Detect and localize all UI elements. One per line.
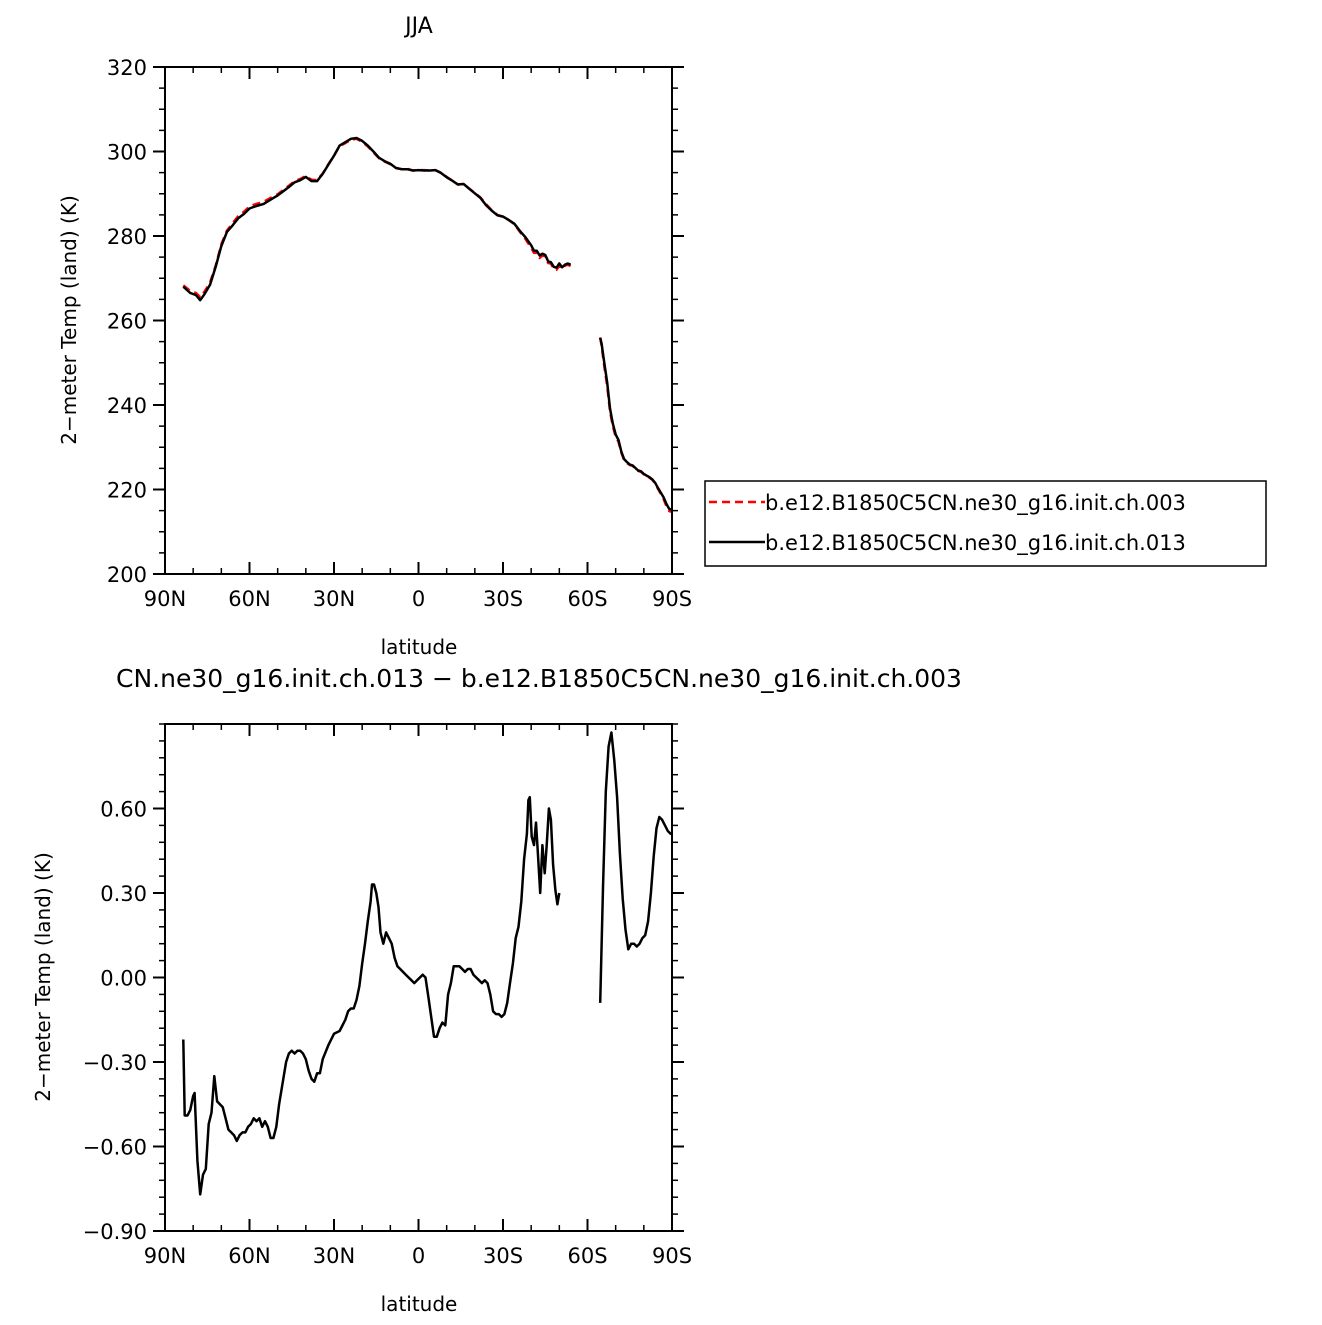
bottom-y-tick-label: 0.60 xyxy=(100,798,147,822)
top-y-tick-label: 240 xyxy=(107,394,147,418)
bottom-x-tick-label: 90N xyxy=(144,1244,186,1268)
bottom-series-1-line xyxy=(598,731,672,1003)
bottom-panel: CN.ne30_g16.init.ch.013 − b.e12.B1850C5C… xyxy=(31,664,962,1316)
top-y-tick-label: 300 xyxy=(107,141,147,165)
top-x-tick-label: 30N xyxy=(313,587,355,611)
bottom-y-tick-label: −0.30 xyxy=(83,1051,147,1075)
top-y-tick-label: 280 xyxy=(107,225,147,249)
top-chart-title: JJA xyxy=(403,14,433,39)
top-series-2-line xyxy=(182,136,572,302)
bottom-plot-data xyxy=(182,731,672,1196)
legend: b.e12.B1850C5CN.ne30_g16.init.ch.003 b.e… xyxy=(704,480,1267,567)
top-y-tick-label: 260 xyxy=(107,310,147,334)
top-series-1-line xyxy=(182,137,572,299)
bottom-x-axis-label: latitude xyxy=(381,1292,458,1316)
top-series-1-line xyxy=(598,337,673,514)
top-y-axis-label: 2−meter Temp (land) (K) xyxy=(57,195,81,445)
bottom-y-tick-label: 0.30 xyxy=(100,882,147,906)
top-x-tick-label: 0 xyxy=(412,587,425,611)
top-series-2-line xyxy=(598,337,673,511)
legend-label-series-1: b.e12.B1850C5CN.ne30_g16.init.ch.003 xyxy=(765,491,1186,516)
legend-label-series-2: b.e12.B1850C5CN.ne30_g16.init.ch.013 xyxy=(765,531,1186,556)
top-axes: 90N 60N 30N 0 30S 60S 90S 200 220 240 260 280 300 320 xyxy=(107,56,692,611)
top-plot-data xyxy=(182,136,673,514)
top-x-tick-label: 90N xyxy=(144,587,186,611)
bottom-y-tick-label: 0.00 xyxy=(100,967,147,991)
top-x-tick-label: 90S xyxy=(652,587,692,611)
bottom-x-tick-label: 30N xyxy=(313,1244,355,1268)
bottom-x-tick-label: 60S xyxy=(567,1244,607,1268)
bottom-y-axis-label: 2−meter Temp (land) (K) xyxy=(31,852,55,1102)
legend-box xyxy=(704,480,1267,567)
top-panel: JJA 90N 60N 30N 0 30S 60S 90S 200 220 240 260 280 30… xyxy=(57,14,1267,659)
top-x-tick-label: 60S xyxy=(567,587,607,611)
top-x-axis-label: latitude xyxy=(381,635,458,659)
top-y-tick-label: 320 xyxy=(107,56,147,80)
bottom-x-tick-label: 60N xyxy=(228,1244,270,1268)
bottom-x-tick-label: 30S xyxy=(483,1244,523,1268)
top-x-tick-label: 60N xyxy=(228,587,270,611)
top-y-tick-label: 220 xyxy=(107,479,147,503)
bottom-plot-frame xyxy=(164,723,673,1232)
bottom-y-tick-label: −0.60 xyxy=(83,1136,147,1160)
bottom-x-tick-label: 0 xyxy=(412,1244,425,1268)
bottom-y-tick-label: −0.90 xyxy=(83,1220,147,1244)
bottom-x-tick-label: 90S xyxy=(652,1244,692,1268)
bottom-chart-title: CN.ne30_g16.init.ch.013 − b.e12.B1850C5C… xyxy=(116,664,962,693)
top-y-tick-label: 200 xyxy=(107,563,147,587)
bottom-series-1-line xyxy=(182,795,561,1196)
top-x-tick-label: 30S xyxy=(483,587,523,611)
top-plot-frame xyxy=(164,66,673,575)
